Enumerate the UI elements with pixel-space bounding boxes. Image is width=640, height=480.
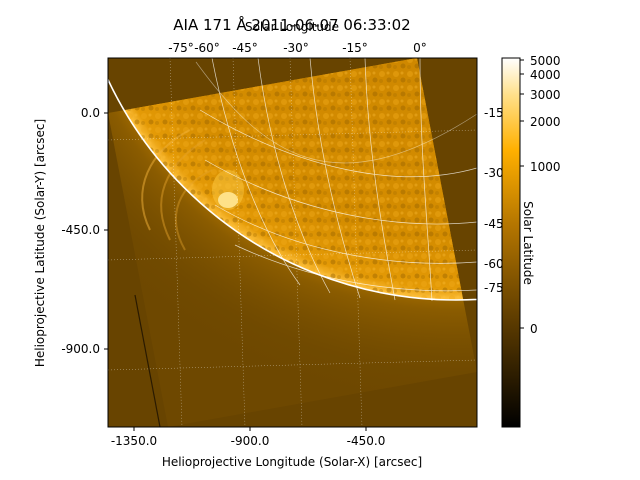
top-tick-label: -45°	[232, 41, 258, 55]
colorbar-tick-label: 4000	[530, 68, 561, 82]
x-tick-label: -450.0	[347, 434, 386, 448]
colorbar-tick-label: 0	[530, 322, 538, 336]
y-axis-label: Helioprojective Latitude (Solar-Y) [arcs…	[33, 119, 47, 367]
x-axis-ticks: -1350.0 -900.0 -450.0	[111, 427, 386, 448]
y-axis-ticks: 0.0 -450.0 -900.0	[61, 106, 108, 356]
y-tick-label: -450.0	[61, 223, 100, 237]
plot-title: AIA 171 Å 2011-06-07 06:33:02	[173, 15, 410, 34]
colorbar-ticks	[520, 59, 524, 329]
top-tick-label: -15°	[342, 41, 368, 55]
colorbar-tick-label: 3000	[530, 88, 561, 102]
top-tick-label: -75°	[168, 41, 194, 55]
y-tick-label: 0.0	[81, 106, 100, 120]
top-tick-label: -60°	[194, 41, 220, 55]
top-tick-label: 0°	[413, 41, 427, 55]
coordinate-grid	[195, 58, 477, 302]
right-axis-label: Solar Latitude	[521, 201, 535, 285]
top-axis-ticks: -75° -60° -45° -30° -15° 0°	[168, 41, 427, 55]
map-image	[108, 58, 477, 427]
colorbar-tick-label: 2000	[530, 115, 561, 129]
x-tick-label: -900.0	[231, 434, 270, 448]
solar-limb	[108, 77, 477, 301]
colorbar-tick-label: 1000	[530, 160, 561, 174]
top-axis-label: Solar Longitude	[245, 20, 339, 34]
active-region	[218, 192, 238, 208]
x-tick-label: -1350.0	[111, 434, 157, 448]
axes-frame	[107, 57, 478, 428]
x-axis-label: Helioprojective Longitude (Solar-X) [arc…	[162, 455, 422, 469]
colorbar-gradient	[501, 57, 521, 428]
y-tick-label: -900.0	[61, 342, 100, 356]
colorbar-tick-label: 5000	[530, 54, 561, 68]
top-tick-label: -30°	[283, 41, 309, 55]
colorbar: 5000 4000 3000 2000 1000 0	[501, 54, 561, 428]
